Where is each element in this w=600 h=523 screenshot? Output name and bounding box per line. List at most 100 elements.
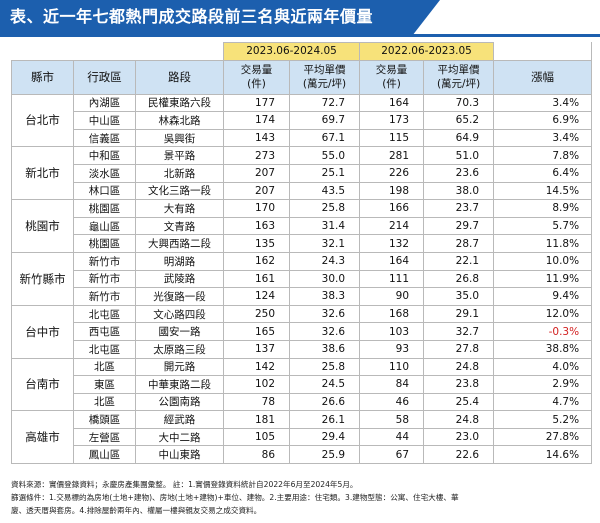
change-cell: 4.0%	[493, 357, 593, 377]
price-recent-cell: 30.0	[289, 269, 361, 289]
volume-recent-cell: 105	[223, 427, 291, 447]
road-cell: 林森北路	[134, 111, 225, 130]
price-recent-cell: 31.4	[289, 216, 361, 236]
change-cell: 11.9%	[493, 269, 593, 289]
volume-prior-cell: 198	[359, 181, 425, 201]
volume-recent-cell: 143	[223, 128, 291, 148]
header-change: 漲幅	[493, 59, 593, 95]
volume-prior-cell: 111	[359, 269, 425, 289]
city-cell: 台北市	[11, 93, 74, 148]
note-source: 資料來源：實價登錄資料；永慶房產集團彙整。 註：1.實價登錄資料統計自2022年…	[11, 480, 358, 489]
volume-recent-cell: 137	[223, 339, 291, 359]
district-cell: 信義區	[73, 128, 136, 148]
table-row: 東區 中華東路二段 102 24.5 84 23.8 2.9%	[12, 375, 593, 394]
change-cell: -0.3%	[493, 322, 593, 341]
price-prior-cell: 65.2	[423, 111, 495, 130]
header-blank-right	[493, 42, 593, 61]
price-recent-cell: 32.6	[289, 322, 361, 341]
price-prior-cell: 32.7	[423, 322, 495, 341]
price-recent-cell: 25.8	[289, 199, 361, 218]
price-prior-cell: 23.6	[423, 163, 495, 183]
road-cell: 民權東路六段	[134, 93, 225, 113]
header-price-recent: 平均單價 (萬元/坪)	[289, 59, 361, 95]
volume-prior-cell: 164	[359, 251, 425, 271]
price-recent-cell: 24.5	[289, 375, 361, 394]
road-cell: 開元路	[134, 357, 225, 377]
price-prior-cell: 24.8	[423, 410, 495, 429]
table-row: 中山區 林森北路 174 69.7 173 65.2 6.9%	[12, 111, 593, 130]
table-row: 台中市 北屯區 文心路四段 250 32.6 168 29.1 12.0%	[11, 304, 593, 359]
change-cell: 3.4%	[493, 128, 593, 148]
district-cell: 左營區	[73, 427, 136, 447]
volume-recent-cell: 135	[223, 234, 291, 253]
city-cell: 台中市	[11, 304, 74, 359]
change-cell: 4.7%	[493, 392, 593, 412]
volume-recent-cell: 250	[223, 304, 291, 324]
price-recent-cell: 24.3	[289, 251, 361, 271]
change-cell: 38.8%	[493, 339, 593, 359]
price-recent-cell: 29.4	[289, 427, 361, 447]
table-row: 西屯區 國安一路 165 32.6 103 32.7 -0.3%	[12, 322, 593, 341]
price-recent-cell: 25.8	[289, 357, 361, 377]
road-cell: 國安一路	[134, 322, 225, 341]
district-cell: 桃園區	[73, 234, 136, 253]
header-district: 行政區	[73, 59, 136, 95]
table-body: 台北市 內湖區 民權東路六段 177 72.7 164 70.3 3.4% 中山區 林森北路 174…	[11, 93, 593, 465]
district-cell: 東區	[73, 375, 136, 394]
price-prior-cell: 22.1	[423, 251, 495, 271]
volume-recent-cell: 163	[223, 216, 291, 236]
price-prior-cell: 23.0	[423, 427, 495, 447]
volume-prior-cell: 115	[359, 128, 425, 148]
district-cell: 橋頭區	[73, 410, 136, 429]
volume-prior-cell: 173	[359, 111, 425, 130]
price-recent-cell: 26.1	[289, 410, 361, 429]
price-recent-cell: 67.1	[289, 128, 361, 148]
road-cell: 文化三路一段	[134, 181, 225, 201]
road-cell: 文青路	[134, 216, 225, 236]
road-cell: 武陵路	[134, 269, 225, 289]
road-cell: 中山東路	[134, 445, 225, 465]
road-cell: 中華東路二段	[134, 375, 225, 394]
price-recent-cell: 38.3	[289, 287, 361, 306]
table-row: 新北市 中和區 景平路 273 55.0 281 51.0 7.8%	[11, 146, 593, 201]
district-cell: 鳳山區	[73, 445, 136, 465]
table-row: 桃園市 桃園區 大有路 170 25.8 166 23.7 8.9%	[11, 199, 593, 253]
change-cell: 7.8%	[493, 146, 593, 165]
price-prior-cell: 28.7	[423, 234, 495, 253]
volume-prior-cell: 166	[359, 199, 425, 218]
volume-recent-cell: 174	[223, 111, 291, 130]
price-prior-cell: 38.0	[423, 181, 495, 201]
city-cell: 新北市	[11, 146, 74, 201]
volume-recent-cell: 207	[223, 181, 291, 201]
district-cell: 桃園區	[73, 199, 136, 218]
header-blank	[10, 42, 225, 61]
road-cell: 北新路	[134, 163, 225, 183]
district-cell: 新竹市	[73, 251, 136, 271]
volume-recent-cell: 165	[223, 322, 291, 341]
change-cell: 5.2%	[493, 410, 593, 429]
table-row: 林口區 文化三路一段 207 43.5 198 38.0 14.5%	[12, 181, 593, 201]
change-cell: 12.0%	[493, 304, 593, 324]
volume-prior-cell: 226	[359, 163, 425, 183]
change-cell: 14.5%	[493, 181, 593, 201]
table-row: 高雄市 橋頭區 經武路 181 26.1 58 24.8 5.2%	[11, 410, 593, 465]
footnotes: 資料來源：實價登錄資料；永慶房產集團彙整。 註：1.實價登錄資料統計自2022年…	[11, 478, 591, 517]
change-cell: 11.8%	[493, 234, 593, 253]
road-cell: 吳興街	[134, 128, 225, 148]
volume-prior-cell: 84	[359, 375, 425, 394]
price-prior-cell: 29.1	[423, 304, 495, 324]
road-cell: 文心路四段	[134, 304, 225, 324]
volume-prior-cell: 214	[359, 216, 425, 236]
title-underline	[0, 34, 600, 37]
note-criteria-cont: 廈、透天厝與套房。4.排除屋齡兩年內、權屬一樓與親友交易之成交資料。	[11, 506, 262, 515]
price-recent-cell: 72.7	[289, 93, 361, 113]
table-row: 台南市 北區 開元路 142 25.8 110 24.8 4.0%	[11, 357, 593, 412]
volume-prior-cell: 90	[359, 287, 425, 306]
volume-prior-cell: 132	[359, 234, 425, 253]
price-recent-cell: 55.0	[289, 146, 361, 165]
table-row: 淡水區 北新路 207 25.1 226 23.6 6.4%	[12, 163, 593, 183]
volume-prior-cell: 110	[359, 357, 425, 377]
volume-prior-cell: 46	[359, 392, 425, 412]
change-cell: 6.4%	[493, 163, 593, 183]
price-recent-cell: 69.7	[289, 111, 361, 130]
